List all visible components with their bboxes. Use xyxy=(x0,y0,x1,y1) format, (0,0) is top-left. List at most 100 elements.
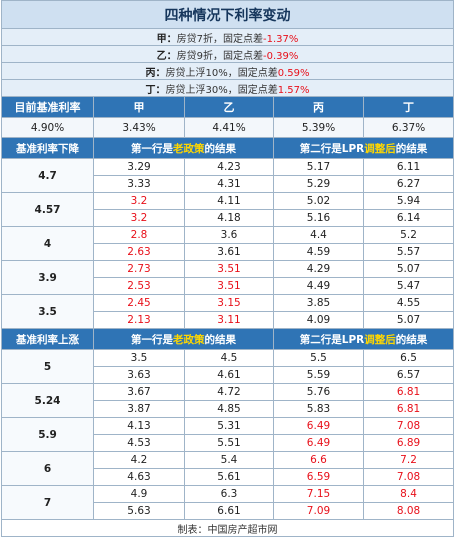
rate-cell: 4.18 xyxy=(184,209,274,227)
rate-cell: 7.09 xyxy=(273,502,364,520)
rate-cell: 6.27 xyxy=(362,175,454,193)
rate-cell: 5.16 xyxy=(273,209,364,227)
base-rate-scenario: 5.24 xyxy=(1,383,94,418)
rate-cell: 4.2 xyxy=(93,451,185,469)
note-key: 丁： xyxy=(145,84,166,96)
rate-cell: 4.23 xyxy=(184,158,274,176)
rate-cell: 4.5 xyxy=(184,349,274,367)
rate-cell: 3.51 xyxy=(184,277,274,295)
table-row: 5.9 4.13 5.31 6.49 7.08 xyxy=(1,417,454,452)
rate-cell: 3.85 xyxy=(273,294,364,312)
title-row: 四种情况下利率变动 xyxy=(0,0,454,29)
rate-cell: 3.63 xyxy=(93,366,185,384)
note-key: 乙： xyxy=(156,50,177,62)
rate-cell: 6.3 xyxy=(184,485,274,503)
rate-cell: 4.59 xyxy=(273,243,364,261)
rate-cell: 3.29 xyxy=(93,158,185,176)
note-suffix: 的结果 xyxy=(395,333,428,346)
table-row: 2.63 3.61 4.59 5.57 xyxy=(2,243,454,261)
base-rate-value: 4.90% xyxy=(1,117,94,138)
base-rate-cell: 4.41% xyxy=(184,117,274,138)
rate-cell: 2.63 xyxy=(93,243,185,261)
rate-cell: 2.13 xyxy=(93,311,185,329)
rate-cell: 4.63 xyxy=(93,468,185,486)
rate-cell: 3.11 xyxy=(184,311,274,329)
rate-cell: 2.8 xyxy=(93,226,185,244)
table-row: 2.53 3.51 4.49 5.47 xyxy=(2,277,454,295)
note-highlight: 调整后 xyxy=(364,142,396,155)
rate-cell: 5.4 xyxy=(184,451,274,469)
note-text: 房贷上浮30%，固定点差 xyxy=(165,84,278,96)
note-value: 1.57% xyxy=(277,84,310,96)
current-base-rate-label: 目前基准利率 xyxy=(1,96,94,118)
note-prefix: 第二行是LPR xyxy=(299,142,365,155)
rate-cell: 5.2 xyxy=(362,226,454,244)
note-key: 丙： xyxy=(145,67,166,79)
table-row: 4.57 3.2 4.11 5.02 5.94 xyxy=(1,192,454,227)
rate-cell: 4.61 xyxy=(184,366,274,384)
rate-cell: 6.11 xyxy=(362,158,454,176)
rate-cell: 3.2 xyxy=(93,192,185,210)
base-rate-scenario: 5 xyxy=(1,349,94,384)
rate-cell: 5.47 xyxy=(362,277,454,295)
rate-cell: 5.31 xyxy=(184,417,274,435)
rate-cell: 6.57 xyxy=(362,366,454,384)
note-key: 甲： xyxy=(156,33,177,45)
base-rate-scenario: 3.9 xyxy=(1,260,94,295)
note-row: 甲：房贷7折，固定点差-1.37% xyxy=(0,28,454,46)
rate-cell: 5.5 xyxy=(273,349,364,367)
table-row: 5.63 6.61 7.09 8.08 xyxy=(2,502,454,520)
note-suffix: 的结果 xyxy=(204,333,237,346)
note-cell: 乙：房贷9折，固定点差-0.39% xyxy=(0,45,454,63)
rate-cell: 3.51 xyxy=(184,260,274,278)
base-rate-scenario: 7 xyxy=(1,485,94,520)
table-row: 3.9 2.73 3.51 4.29 5.07 xyxy=(1,260,454,295)
table-row: 3.87 4.85 5.83 6.81 xyxy=(2,400,454,418)
note-value: -0.39% xyxy=(263,50,299,62)
table-row: 4.7 3.29 4.23 5.17 6.11 xyxy=(1,158,454,193)
rate-cell: 6.49 xyxy=(273,434,364,452)
note-cell: 丁：房贷上浮30%，固定点差1.57% xyxy=(0,79,454,97)
table-row: 5 3.5 4.5 5.5 6.5 xyxy=(1,349,454,384)
rate-cell: 6.5 xyxy=(362,349,454,367)
note-value: 0.59% xyxy=(277,67,310,79)
rate-cell: 8.4 xyxy=(362,485,454,503)
note-text: 房贷上浮10%，固定点差 xyxy=(165,67,278,79)
rate-cell: 6.89 xyxy=(362,434,454,452)
rate-cell: 5.02 xyxy=(273,192,364,210)
rate-cell: 6.49 xyxy=(273,417,364,435)
rate-cell: 6.14 xyxy=(362,209,454,227)
note-highlight: 老政策 xyxy=(173,333,205,346)
rate-cell: 7.08 xyxy=(362,417,454,435)
table-row: 4.63 5.61 6.59 7.08 xyxy=(2,468,454,486)
rate-cell: 4.85 xyxy=(184,400,274,418)
rate-cell: 5.76 xyxy=(273,383,364,401)
rate-cell: 5.61 xyxy=(184,468,274,486)
section-header-row: 基准利率上涨 第一行是老政策的结果 第二行是LPR调整后的结果 xyxy=(1,328,454,350)
table-footer: 制表：中国房产超市网 xyxy=(0,519,454,537)
rate-cell: 4.49 xyxy=(273,277,364,295)
note-cell: 甲：房贷7折，固定点差-1.37% xyxy=(0,28,454,46)
rate-cell: 5.51 xyxy=(184,434,274,452)
rate-cell: 4.9 xyxy=(93,485,185,503)
rate-cell: 5.94 xyxy=(362,192,454,210)
table-row: 7 4.9 6.3 7.15 8.4 xyxy=(1,485,454,520)
rate-cell: 7.15 xyxy=(273,485,364,503)
col-header-yi: 乙 xyxy=(184,96,274,118)
rate-cell: 5.59 xyxy=(273,366,364,384)
base-rate-row: 4.90% 3.43% 4.41% 5.39% 6.37% xyxy=(1,117,454,138)
section-header-row: 基准利率下降 第一行是老政策的结果 第二行是LPR调整后的结果 xyxy=(1,137,454,159)
rate-cell: 4.29 xyxy=(273,260,364,278)
rate-cell: 3.67 xyxy=(93,383,185,401)
lpr-note: 第二行是LPR调整后的结果 xyxy=(272,137,454,159)
footer-row: 制表：中国房产超市网 xyxy=(0,519,454,537)
note-row: 丙：房贷上浮10%，固定点差0.59% xyxy=(0,62,454,80)
base-rate-scenario: 3.5 xyxy=(1,294,94,329)
rate-cell: 6.6 xyxy=(273,451,364,469)
note-row: 丁：房贷上浮30%，固定点差1.57% xyxy=(0,79,454,97)
col-header-bing: 丙 xyxy=(273,96,364,118)
note-suffix: 的结果 xyxy=(204,142,237,155)
rate-cell: 5.17 xyxy=(273,158,364,176)
base-rate-cell: 5.39% xyxy=(273,117,364,138)
